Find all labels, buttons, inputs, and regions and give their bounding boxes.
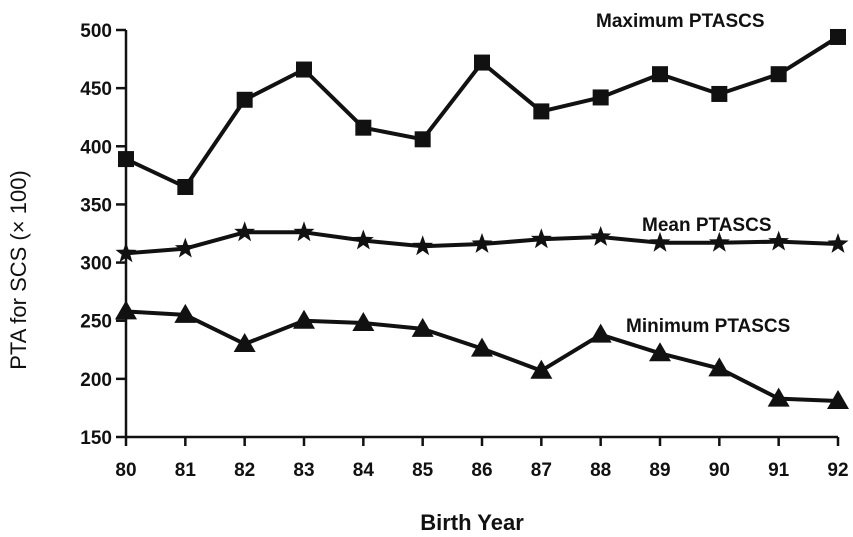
x-tick-label: 83 <box>293 460 314 481</box>
star-marker <box>530 228 552 249</box>
star-marker <box>174 237 196 258</box>
square-marker <box>592 89 609 106</box>
star-marker <box>708 231 730 252</box>
square-marker <box>414 131 431 148</box>
series-label-minimum: Minimum PTASCS <box>626 316 790 337</box>
y-tick-label: 300 <box>80 254 112 275</box>
triangle-marker <box>174 303 197 323</box>
y-tick-label: 250 <box>80 312 112 333</box>
x-tick-label: 84 <box>353 460 375 481</box>
star-marker <box>234 221 256 242</box>
y-tick-label: 350 <box>80 195 112 216</box>
y-ticks: 150 200 250 300 350 400 450 500 <box>80 21 126 449</box>
y-tick-label: 500 <box>80 21 112 42</box>
triangle-marker <box>827 389 849 409</box>
square-marker <box>474 54 490 71</box>
star-marker <box>412 235 434 256</box>
series-triangle <box>115 300 849 409</box>
star-marker <box>827 233 849 253</box>
star-marker <box>471 233 493 253</box>
y-tick-label: 450 <box>80 79 112 100</box>
square-marker <box>533 103 550 120</box>
triangle-marker <box>649 342 671 362</box>
x-tick-label: 85 <box>412 460 434 481</box>
triangle-marker <box>530 359 553 379</box>
square-marker <box>711 85 728 102</box>
square-marker <box>770 66 787 83</box>
series-star <box>115 221 849 263</box>
triangle-marker <box>708 357 731 377</box>
series-label-maximum: Maximum PTASCS <box>596 11 765 32</box>
triangle-marker <box>233 332 256 352</box>
x-tick-label: 87 <box>531 460 552 481</box>
x-tick-label: 80 <box>115 460 136 481</box>
triangle-marker <box>115 300 137 320</box>
triangle-marker <box>767 387 790 407</box>
triangle-marker <box>293 309 315 329</box>
x-tick-label: 91 <box>768 460 790 481</box>
series-square <box>118 28 846 195</box>
star-marker <box>115 242 137 263</box>
square-marker <box>296 61 312 78</box>
x-tick-label: 88 <box>590 460 611 481</box>
series <box>115 28 849 409</box>
star-marker <box>768 230 790 251</box>
square-marker <box>118 151 134 168</box>
square-marker <box>236 91 253 108</box>
star-marker <box>352 229 374 250</box>
triangle-marker <box>411 317 434 337</box>
x-tick-label: 90 <box>709 460 730 481</box>
square-marker <box>177 178 194 195</box>
x-ticks: 80 81 82 83 84 85 86 87 88 89 90 91 92 <box>115 437 849 481</box>
triangle-marker <box>589 323 612 343</box>
x-axis-title: Birth Year <box>420 510 524 535</box>
x-tick-label: 81 <box>175 460 197 481</box>
x-tick-label: 82 <box>234 460 255 481</box>
y-tick-label: 400 <box>80 137 112 158</box>
square-marker <box>652 66 668 83</box>
triangle-marker <box>352 312 375 332</box>
triangle-marker <box>471 337 493 357</box>
series-label-mean: Mean PTASCS <box>642 215 772 236</box>
x-tick-label: 86 <box>471 460 492 481</box>
y-axis-title: PTA for SCS (× 100) <box>6 170 31 370</box>
y-tick-label: 200 <box>80 370 112 391</box>
square-marker <box>355 119 372 136</box>
square-marker <box>830 28 846 45</box>
series-labels: Maximum PTASCS Mean PTASCS Minimum PTASC… <box>596 11 790 337</box>
x-tick-label: 92 <box>827 460 848 481</box>
star-marker <box>293 221 315 242</box>
star-marker <box>649 231 671 252</box>
x-tick-label: 89 <box>649 460 670 481</box>
star-marker <box>590 226 612 246</box>
y-tick-label: 150 <box>80 428 112 449</box>
